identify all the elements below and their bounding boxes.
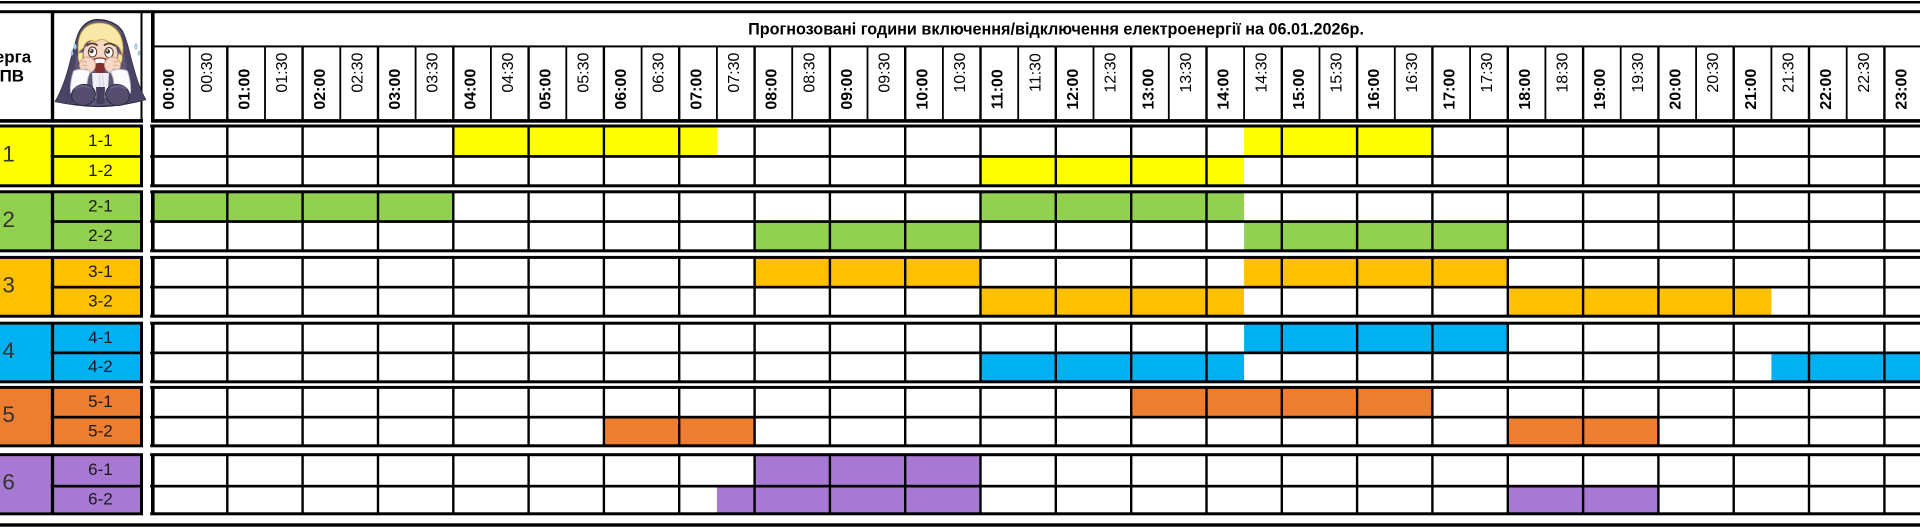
svg-text:6: 6 [2, 470, 15, 495]
svg-text:14:00: 14:00 [1216, 69, 1233, 110]
svg-text:16:30: 16:30 [1404, 52, 1421, 92]
svg-text:10:00: 10:00 [914, 69, 931, 110]
svg-text:1-1: 1-1 [88, 131, 113, 150]
svg-text:08:00: 08:00 [764, 69, 781, 110]
svg-text:03:30: 03:30 [425, 52, 442, 92]
svg-text:14:30: 14:30 [1253, 52, 1270, 92]
svg-text:04:00: 04:00 [462, 69, 479, 110]
svg-text:00:00: 00:00 [161, 69, 178, 110]
svg-text:05:00: 05:00 [538, 69, 555, 110]
svg-text:1-2: 1-2 [88, 161, 113, 180]
svg-text:17:00: 17:00 [1442, 69, 1459, 110]
svg-text:5-1: 5-1 [88, 392, 113, 411]
svg-text:03:00: 03:00 [387, 69, 404, 110]
svg-text:ГПВ: ГПВ [0, 67, 24, 86]
svg-text:18:30: 18:30 [1555, 52, 1572, 92]
svg-text:02:30: 02:30 [349, 52, 366, 92]
svg-text:13:00: 13:00 [1140, 69, 1157, 110]
svg-text:12:00: 12:00 [1065, 69, 1082, 110]
svg-text:19:30: 19:30 [1630, 52, 1647, 92]
svg-text:2-1: 2-1 [88, 197, 113, 216]
svg-text:2-2: 2-2 [88, 226, 113, 245]
svg-text:Прогнозовані години включення/: Прогнозовані години включення/відключенн… [748, 20, 1364, 38]
svg-text:23:00: 23:00 [1894, 69, 1911, 110]
svg-text:07:00: 07:00 [688, 69, 705, 110]
svg-text:16:00: 16:00 [1366, 69, 1383, 110]
svg-text:22:30: 22:30 [1856, 52, 1873, 92]
svg-text:4-2: 4-2 [88, 357, 113, 376]
svg-text:08:30: 08:30 [801, 52, 818, 92]
svg-text:5-2: 5-2 [88, 421, 113, 440]
svg-text:20:00: 20:00 [1668, 69, 1685, 110]
svg-text:12:30: 12:30 [1103, 52, 1120, 92]
svg-text:06:30: 06:30 [651, 52, 668, 92]
svg-text:11:30: 11:30 [1027, 53, 1044, 92]
svg-text:5: 5 [2, 402, 15, 427]
svg-text:17:30: 17:30 [1479, 52, 1496, 92]
svg-text:22:00: 22:00 [1818, 69, 1835, 110]
svg-text:3-1: 3-1 [88, 262, 113, 281]
svg-text:1: 1 [2, 141, 15, 166]
svg-text:11:00: 11:00 [990, 69, 1007, 109]
svg-text:01:30: 01:30 [274, 52, 291, 92]
svg-text:18:00: 18:00 [1517, 69, 1534, 110]
svg-text:19:00: 19:00 [1592, 69, 1609, 110]
svg-text:3: 3 [2, 272, 15, 297]
svg-text:09:30: 09:30 [877, 52, 894, 92]
svg-text:4-1: 4-1 [88, 328, 113, 347]
svg-text:6-2: 6-2 [88, 490, 113, 509]
svg-text:00:30: 00:30 [199, 52, 216, 92]
svg-text:01:00: 01:00 [236, 69, 253, 110]
svg-text:15:00: 15:00 [1291, 69, 1308, 110]
svg-text:05:30: 05:30 [575, 52, 592, 92]
svg-text:09:00: 09:00 [839, 69, 856, 110]
svg-text:10:30: 10:30 [952, 52, 969, 92]
svg-text:20:30: 20:30 [1705, 52, 1722, 92]
svg-text:6-1: 6-1 [88, 460, 113, 479]
svg-text:06:00: 06:00 [613, 69, 630, 110]
svg-text:4: 4 [2, 338, 15, 363]
svg-text:3-2: 3-2 [88, 291, 113, 310]
svg-text:15:30: 15:30 [1329, 52, 1346, 92]
svg-text:13:30: 13:30 [1178, 52, 1195, 92]
svg-text:2: 2 [2, 207, 15, 232]
svg-text:07:30: 07:30 [726, 52, 743, 92]
svg-text:Черга: Черга [0, 48, 32, 67]
svg-text:21:00: 21:00 [1743, 69, 1760, 110]
svg-text:02:00: 02:00 [312, 69, 329, 110]
svg-text:04:30: 04:30 [500, 52, 517, 92]
svg-text:21:30: 21:30 [1781, 52, 1798, 92]
